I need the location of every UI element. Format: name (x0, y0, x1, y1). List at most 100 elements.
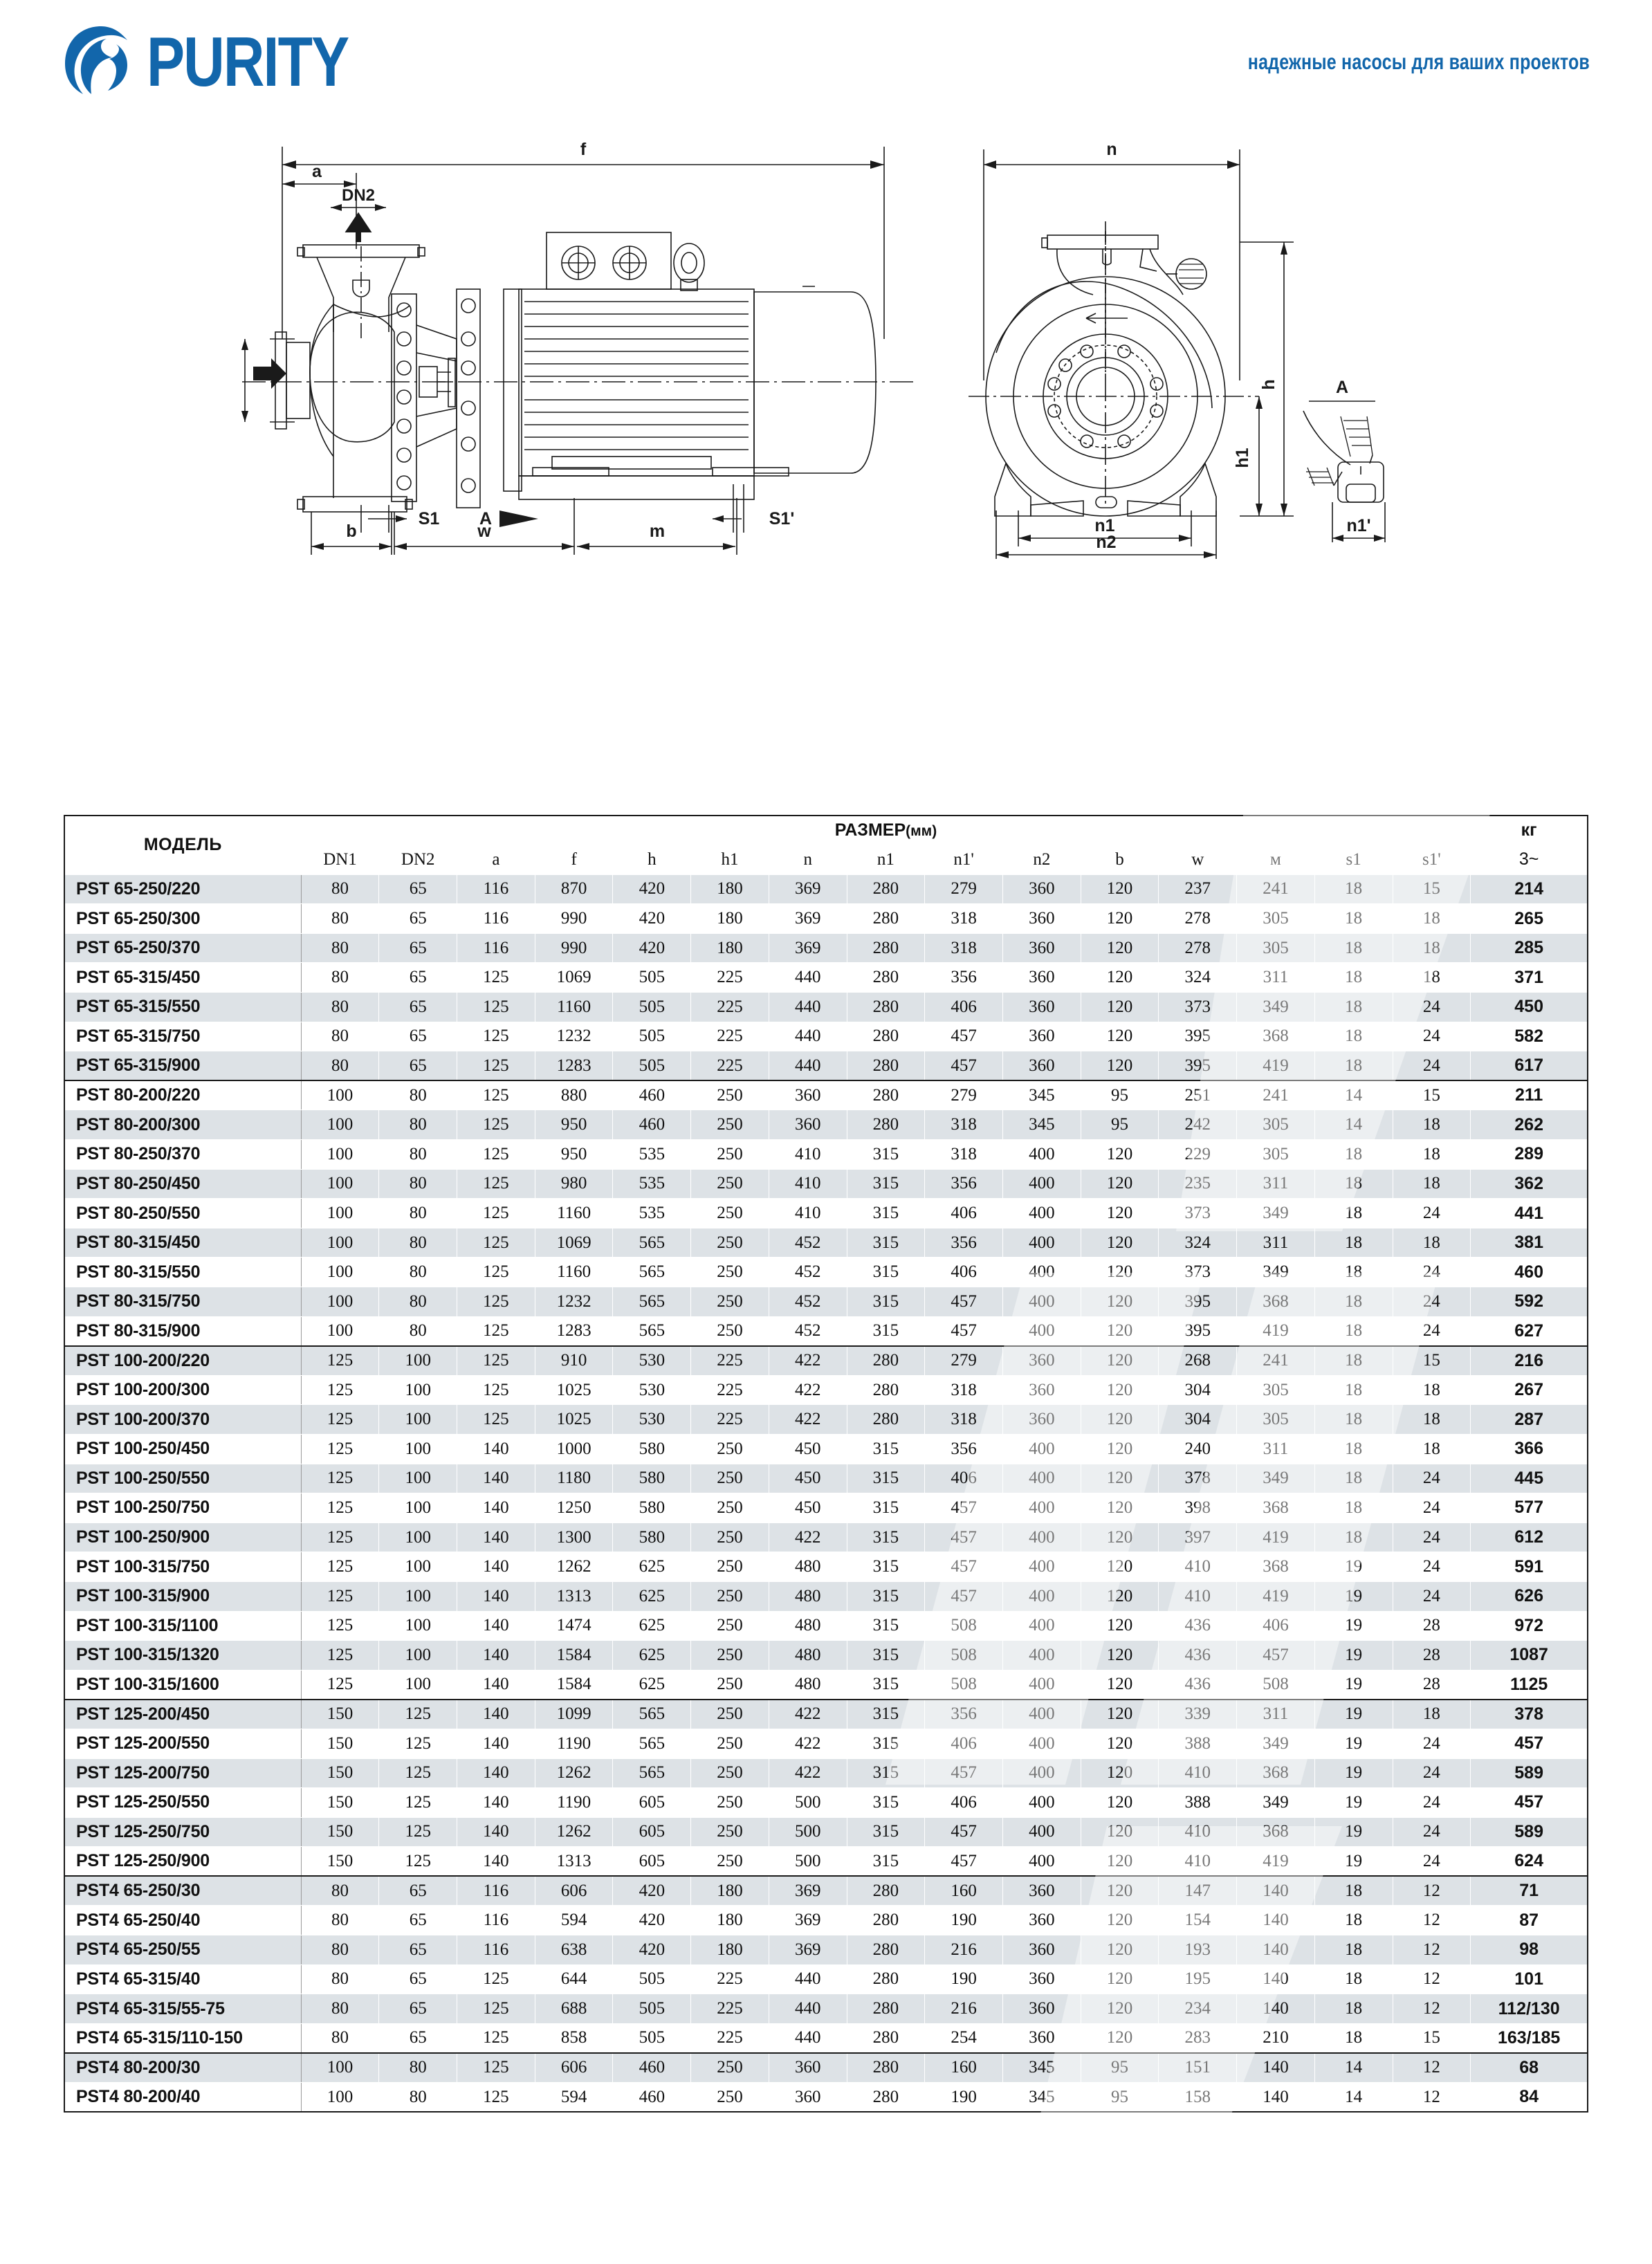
cell-w: 373 (1158, 992, 1238, 1022)
cell-h: 505 (612, 1021, 692, 1052)
cell-s1: 18 (1314, 1964, 1393, 1995)
cell-model: PST4 80-200/30 (64, 2052, 302, 2083)
column-header-m: м (1236, 845, 1315, 875)
cell-f: 594 (534, 1905, 614, 1936)
cell-s1-prime: 24 (1392, 1493, 1471, 1523)
cell-model: PST 100-200/300 (64, 1374, 302, 1406)
cell-h1: 250 (690, 1640, 769, 1671)
cell-n: 440 (768, 1994, 847, 2024)
cell-s1: 18 (1314, 2023, 1393, 2054)
cell-a: 140 (457, 1610, 535, 1641)
cell-weight: 211 (1470, 1080, 1588, 1111)
cell-dn2: 100 (378, 1522, 458, 1553)
cell-h1: 225 (690, 1345, 769, 1376)
cell-n2: 400 (1002, 1287, 1081, 1317)
cell-w: 304 (1158, 1374, 1238, 1406)
cell-dn2: 65 (378, 903, 458, 934)
cell-n2: 360 (1002, 1935, 1081, 1965)
cell-s1-prime: 28 (1392, 1610, 1471, 1641)
cell-a: 125 (457, 1080, 535, 1111)
cell-s1: 18 (1314, 903, 1393, 934)
cell-w: 242 (1158, 1110, 1238, 1141)
cell-dn1: 100 (300, 1168, 380, 1199)
cell-м: 419 (1236, 1316, 1315, 1347)
cell-h: 530 (612, 1345, 692, 1376)
cell-n: 440 (768, 1021, 847, 1052)
cell-s1: 19 (1314, 1669, 1393, 1700)
cell-n1-prime: 216 (924, 1935, 1003, 1965)
cell-model: PST 100-200/220 (64, 1345, 302, 1376)
cell-n1: 280 (846, 2023, 926, 2054)
table-header-sub-row: DN1 DN2 a f h h1 n n1 n1' n2 b w м s1 s1… (64, 845, 1588, 875)
cell-weight: 589 (1470, 1758, 1588, 1789)
cell-b: 120 (1080, 1287, 1159, 1317)
cell-h: 565 (612, 1758, 692, 1789)
cell-b: 120 (1080, 1846, 1159, 1877)
cell-n: 369 (768, 903, 847, 934)
cell-model: PST 65-250/300 (64, 903, 302, 934)
cell-b: 95 (1080, 1110, 1159, 1141)
cell-model: PST 80-315/900 (64, 1316, 302, 1347)
cell-dn1: 80 (300, 2023, 380, 2054)
cell-a: 125 (457, 1404, 535, 1435)
cell-n2: 400 (1002, 1669, 1081, 1700)
cell-s1-prime: 18 (1392, 1168, 1471, 1199)
table-row: PST 80-200/300 100 80 125 950 460 250 360 280 318… (64, 1110, 1588, 1141)
cell-weight: 626 (1470, 1581, 1588, 1612)
cell-model: PST 100-250/750 (64, 1493, 302, 1523)
cell-n: 440 (768, 962, 847, 993)
cell-w: 410 (1158, 1816, 1238, 1848)
cell-n: 422 (768, 1728, 847, 1759)
cell-b: 120 (1080, 1728, 1159, 1759)
column-header-n: n (768, 845, 847, 875)
cell-dn1: 100 (300, 2052, 380, 2083)
cell-м: 140 (1236, 1875, 1315, 1906)
cell-h1: 250 (690, 1787, 769, 1818)
cell-dn2: 80 (378, 1139, 458, 1170)
table-row: PST4 65-250/30 80 65 116 606 420 180 369 280 160 3… (64, 1875, 1588, 1906)
cell-dn2: 80 (378, 1316, 458, 1347)
cell-h: 565 (612, 1257, 692, 1287)
cell-f: 880 (534, 1080, 614, 1111)
cell-b: 120 (1080, 1021, 1159, 1052)
cell-n1: 315 (846, 1139, 926, 1170)
cell-n: 369 (768, 874, 847, 905)
cell-n: 360 (768, 2082, 847, 2113)
cell-a: 140 (457, 1552, 535, 1582)
svg-text:S1: S1 (419, 509, 440, 528)
cell-n1-prime: 406 (924, 992, 1003, 1022)
cell-weight: 98 (1470, 1935, 1588, 1965)
cell-h: 565 (612, 1287, 692, 1317)
cell-model: PST 100-200/370 (64, 1404, 302, 1435)
cell-n: 440 (768, 2023, 847, 2054)
cell-weight: 214 (1470, 874, 1588, 905)
cell-м: 419 (1236, 1051, 1315, 1082)
cell-a: 125 (457, 1139, 535, 1170)
cell-n1-prime: 318 (924, 1374, 1003, 1406)
cell-h1: 250 (690, 1139, 769, 1170)
cell-м: 305 (1236, 903, 1315, 934)
cell-weight: 582 (1470, 1021, 1588, 1052)
table-row: PST 100-250/550 125 100 140 1180 580 250 450 315… (64, 1463, 1588, 1494)
cell-n2: 360 (1002, 992, 1081, 1022)
cell-model: PST 125-200/550 (64, 1728, 302, 1759)
cell-s1-prime: 12 (1392, 1994, 1471, 2024)
cell-n1-prime: 406 (924, 1463, 1003, 1494)
column-header-n1-prime: n1' (924, 845, 1003, 875)
cell-h1: 225 (690, 1374, 769, 1406)
cell-b: 120 (1080, 1345, 1159, 1376)
cell-n: 369 (768, 1905, 847, 1936)
cell-м: 368 (1236, 1287, 1315, 1317)
cell-n1: 280 (846, 932, 926, 964)
cell-f: 1474 (534, 1610, 614, 1641)
cell-w: 240 (1158, 1433, 1238, 1464)
cell-n: 369 (768, 1935, 847, 1965)
cell-dn1: 100 (300, 1287, 380, 1317)
cell-b: 120 (1080, 1610, 1159, 1641)
cell-h: 565 (612, 1728, 692, 1759)
cell-weight: 445 (1470, 1463, 1588, 1494)
cell-dn1: 125 (300, 1669, 380, 1700)
table-row: PST 125-250/750 150 125 140 1262 605 250 500 315… (64, 1816, 1588, 1848)
cell-model: PST 80-200/300 (64, 1110, 302, 1141)
cell-dn2: 65 (378, 992, 458, 1022)
